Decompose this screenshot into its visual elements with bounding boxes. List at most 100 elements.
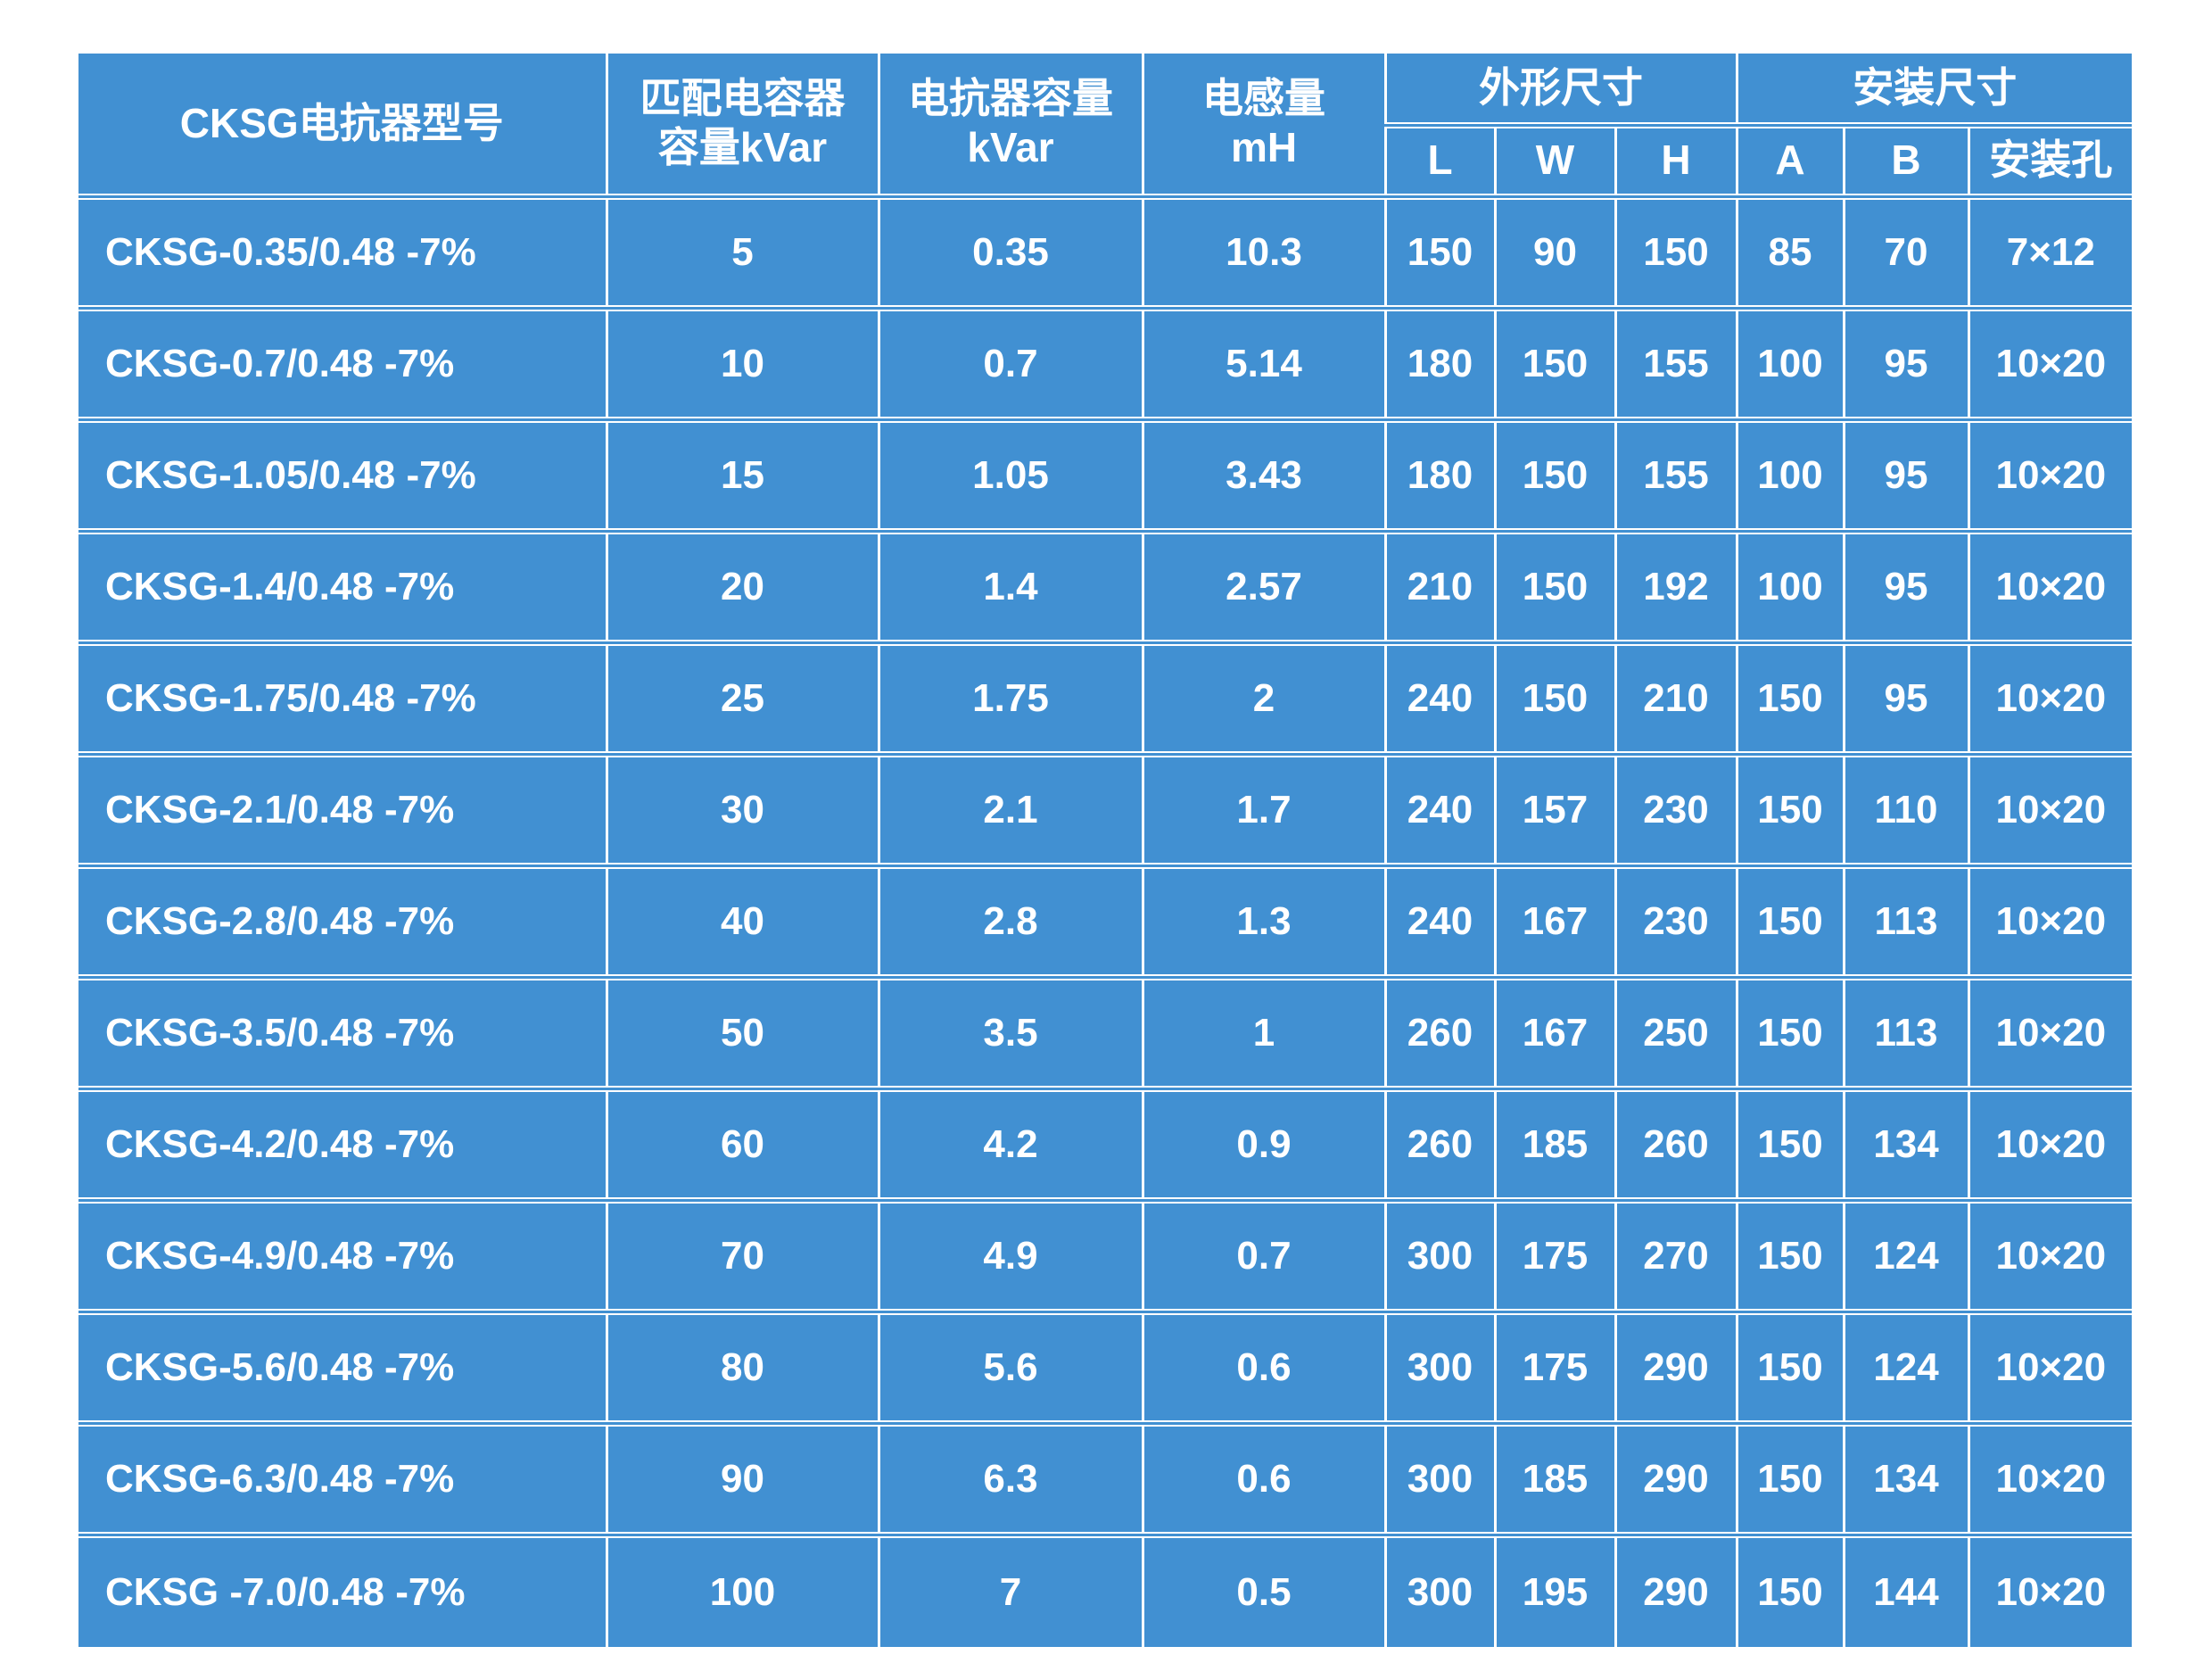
value-cell: 5.6 — [877, 1309, 1143, 1424]
value-cell: 95 — [1842, 416, 1969, 532]
value-cell: 155 — [1614, 416, 1737, 532]
model-cell: CKSG-5.6/0.48 -7% — [78, 1309, 607, 1424]
value-cell: 150 — [1493, 416, 1615, 532]
value-cell: 50 — [605, 973, 879, 1089]
table-header: CKSG电抗器型号 匹配电容器 容量kVar 电抗器容量 kVar 电感量 mH… — [78, 54, 2133, 196]
value-cell: 240 — [1383, 862, 1495, 978]
model-cell: CKSG-2.8/0.48 -7% — [78, 862, 607, 978]
value-cell: 1.7 — [1141, 750, 1385, 866]
value-cell: 6.3 — [877, 1420, 1143, 1535]
value-cell: 210 — [1614, 639, 1737, 755]
table-row: CKSG-1.05/0.48 -7% 15 1.05 3.43 180 150 155 100… — [78, 416, 2133, 532]
header-row-sub: L W H A B 安装孔 — [78, 121, 2133, 196]
value-cell: 100 — [1735, 304, 1845, 420]
value-cell: 300 — [1383, 1197, 1495, 1312]
value-cell: 195 — [1493, 1532, 1615, 1647]
value-cell: 300 — [1383, 1420, 1495, 1535]
value-cell: 180 — [1383, 416, 1495, 532]
value-cell: 300 — [1383, 1309, 1495, 1424]
value-cell: 0.35 — [877, 193, 1143, 309]
value-cell: 155 — [1614, 304, 1737, 420]
table-row: CKSG -7.0/0.48 -7% 100 7 0.5 300 195 290 150 144… — [78, 1532, 2133, 1647]
value-cell: 134 — [1842, 1420, 1969, 1535]
value-cell: 144 — [1842, 1532, 1969, 1647]
value-cell: 5 — [605, 193, 879, 309]
table-row: CKSG-4.9/0.48 -7% 70 4.9 0.7 300 175 270 150 124… — [78, 1197, 2133, 1312]
value-cell: 2 — [1141, 639, 1385, 755]
value-cell: 90 — [1493, 193, 1615, 309]
table-row: CKSG-0.35/0.48 -7% 5 0.35 10.3 150 90 150 85 70 7… — [78, 193, 2133, 309]
value-cell: 70 — [1842, 193, 1969, 309]
model-cell: CKSG-1.05/0.48 -7% — [78, 416, 607, 532]
value-cell: 1.3 — [1141, 862, 1385, 978]
value-cell: 150 — [1735, 862, 1845, 978]
model-cell: CKSG-0.35/0.48 -7% — [78, 193, 607, 309]
value-cell: 10×20 — [1967, 304, 2133, 420]
value-cell: 10×20 — [1967, 527, 2133, 643]
header-sub-W: W — [1493, 121, 1615, 196]
value-cell: 150 — [1735, 973, 1845, 1089]
value-cell: 150 — [1493, 527, 1615, 643]
value-cell: 150 — [1735, 1532, 1845, 1647]
model-cell: CKSG-1.75/0.48 -7% — [78, 639, 607, 755]
value-cell: 15 — [605, 416, 879, 532]
header-reactor-line1: 电抗器容量 — [908, 75, 1113, 122]
value-cell: 150 — [1735, 1085, 1845, 1201]
value-cell: 180 — [1383, 304, 1495, 420]
header-reactor-line2: kVar — [967, 124, 1054, 171]
value-cell: 150 — [1614, 193, 1737, 309]
value-cell: 185 — [1493, 1420, 1615, 1535]
header-sub-mounting-hole: 安装孔 — [1967, 121, 2133, 196]
table-row: CKSG-6.3/0.48 -7% 90 6.3 0.6 300 185 290 150 134… — [78, 1420, 2133, 1535]
header-row-main: CKSG电抗器型号 匹配电容器 容量kVar 电抗器容量 kVar 电感量 mH… — [78, 54, 2133, 196]
value-cell: 270 — [1614, 1197, 1737, 1312]
value-cell: 175 — [1493, 1197, 1615, 1312]
value-cell: 150 — [1493, 639, 1615, 755]
value-cell: 2.1 — [877, 750, 1143, 866]
header-reactor-capacity: 电抗器容量 kVar — [877, 54, 1143, 196]
value-cell: 85 — [1735, 193, 1845, 309]
value-cell: 95 — [1842, 639, 1969, 755]
table-row: CKSG-1.75/0.48 -7% 25 1.75 2 240 150 210 150 95 1… — [78, 639, 2133, 755]
value-cell: 0.6 — [1141, 1309, 1385, 1424]
table-row: CKSG-2.8/0.48 -7% 40 2.8 1.3 240 167 230 150 113… — [78, 862, 2133, 978]
value-cell: 150 — [1735, 639, 1845, 755]
spec-table-container: CKSG电抗器型号 匹配电容器 容量kVar 电抗器容量 kVar 电感量 mH… — [78, 54, 2133, 1647]
header-group-outline-dimensions: 外形尺寸 — [1383, 54, 1737, 125]
value-cell: 124 — [1842, 1309, 1969, 1424]
value-cell: 210 — [1383, 527, 1495, 643]
header-model: CKSG电抗器型号 — [179, 99, 504, 146]
value-cell: 30 — [605, 750, 879, 866]
model-cell: CKSG-4.9/0.48 -7% — [78, 1197, 607, 1312]
value-cell: 110 — [1842, 750, 1969, 866]
value-cell: 167 — [1493, 973, 1615, 1089]
value-cell: 290 — [1614, 1309, 1737, 1424]
value-cell: 1 — [1141, 973, 1385, 1089]
value-cell: 10×20 — [1967, 1532, 2133, 1647]
value-cell: 150 — [1383, 193, 1495, 309]
header-capacitor-line2: 容量kVar — [657, 124, 828, 171]
value-cell: 4.9 — [877, 1197, 1143, 1312]
value-cell: 260 — [1383, 1085, 1495, 1201]
cksg-reactor-spec-table: CKSG电抗器型号 匹配电容器 容量kVar 电抗器容量 kVar 电感量 mH… — [78, 54, 2133, 1647]
value-cell: 80 — [605, 1309, 879, 1424]
value-cell: 7 — [877, 1532, 1143, 1647]
value-cell: 0.9 — [1141, 1085, 1385, 1201]
model-cell: CKSG-0.7/0.48 -7% — [78, 304, 607, 420]
model-cell: CKSG-6.3/0.48 -7% — [78, 1420, 607, 1535]
value-cell: 40 — [605, 862, 879, 978]
header-group-mounting-dimensions: 安装尺寸 — [1735, 54, 2133, 125]
value-cell: 4.2 — [877, 1085, 1143, 1201]
value-cell: 185 — [1493, 1085, 1615, 1201]
table-row: CKSG-3.5/0.48 -7% 50 3.5 1 260 167 250 150 113 10… — [78, 973, 2133, 1089]
value-cell: 150 — [1735, 1309, 1845, 1424]
value-cell: 90 — [605, 1420, 879, 1535]
model-cell: CKSG-4.2/0.48 -7% — [78, 1085, 607, 1201]
value-cell: 10.3 — [1141, 193, 1385, 309]
value-cell: 10×20 — [1967, 416, 2133, 532]
value-cell: 0.5 — [1141, 1532, 1385, 1647]
table-row: CKSG-4.2/0.48 -7% 60 4.2 0.9 260 185 260 150 134… — [78, 1085, 2133, 1201]
model-cell: CKSG-3.5/0.48 -7% — [78, 973, 607, 1089]
value-cell: 230 — [1614, 862, 1737, 978]
value-cell: 7×12 — [1967, 193, 2133, 309]
